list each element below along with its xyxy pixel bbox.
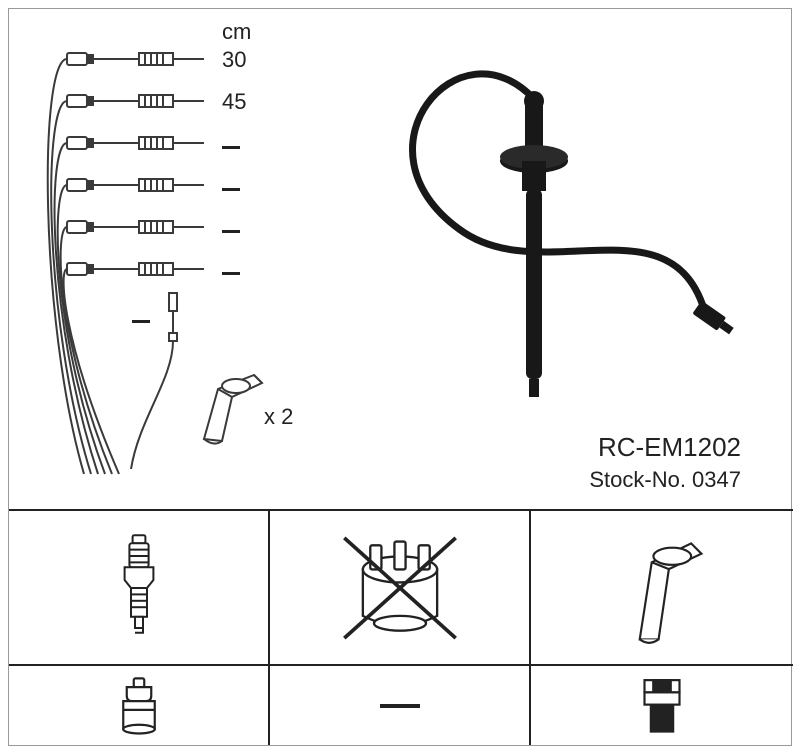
product-model: RC-EM1202: [589, 429, 741, 465]
coil-terminal-icon: [627, 673, 697, 738]
distributor-crossed-icon: [325, 523, 475, 653]
cell-distributor-crossed: [270, 509, 531, 664]
product-stock: Stock-No. 0347: [589, 465, 741, 496]
cell-plug-boot-small: [9, 664, 270, 745]
cable-diagram: [39, 19, 299, 499]
cell-dash: [270, 664, 531, 745]
cell-coil-terminal: [531, 664, 793, 745]
cell-coil-boot: [531, 509, 793, 664]
outer-frame: cm 30 45: [8, 8, 792, 746]
spark-plug-icon: [99, 523, 179, 653]
product-info: RC-EM1202 Stock-No. 0347: [589, 429, 741, 496]
top-area: cm 30 45: [9, 9, 791, 509]
dash-icon: [380, 704, 420, 708]
coil-boot-icon: [602, 523, 722, 653]
quantity-label: x 2: [264, 404, 293, 430]
plug-boot-icon: [104, 673, 174, 738]
connector-grid: [9, 509, 791, 745]
cell-spark-plug: [9, 509, 270, 664]
product-photo: [339, 39, 759, 419]
